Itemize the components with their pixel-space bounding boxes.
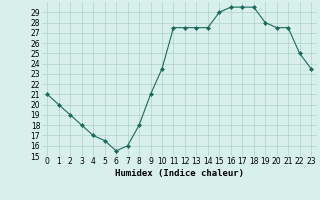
- X-axis label: Humidex (Indice chaleur): Humidex (Indice chaleur): [115, 169, 244, 178]
